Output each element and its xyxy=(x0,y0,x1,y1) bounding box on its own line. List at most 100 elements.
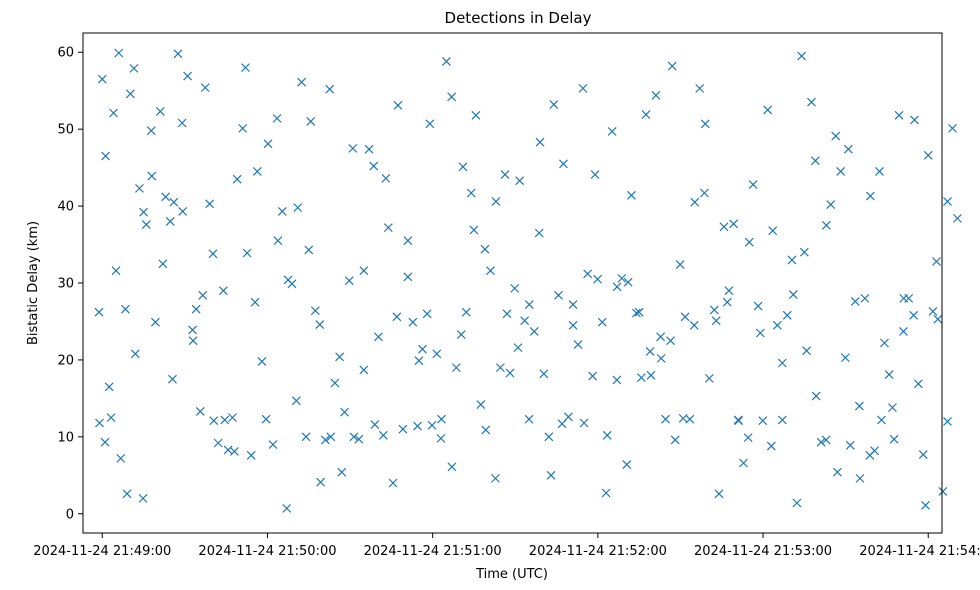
data-point xyxy=(724,286,734,296)
data-point xyxy=(782,310,792,320)
data-point xyxy=(218,286,228,296)
data-point xyxy=(320,435,330,445)
data-point xyxy=(369,161,379,171)
x-tick-label: 2024-11-24 21:50:00 xyxy=(198,544,336,559)
data-point xyxy=(263,139,273,149)
data-point xyxy=(699,188,709,198)
data-point xyxy=(836,167,846,176)
data-point xyxy=(535,137,545,147)
data-point xyxy=(607,127,617,136)
data-point xyxy=(666,336,675,346)
data-point xyxy=(877,415,886,425)
data-point xyxy=(310,306,320,316)
data-point xyxy=(627,190,636,200)
data-point xyxy=(544,432,554,442)
data-point xyxy=(855,473,865,483)
data-point xyxy=(601,488,611,498)
data-point xyxy=(622,460,632,469)
data-point xyxy=(656,332,666,342)
data-point xyxy=(670,435,680,445)
data-point xyxy=(393,100,403,110)
data-point xyxy=(719,222,729,232)
data-point xyxy=(282,503,292,513)
data-point xyxy=(753,301,763,311)
data-point xyxy=(573,340,583,349)
data-point xyxy=(690,197,700,207)
data-point xyxy=(272,113,282,123)
data-point xyxy=(661,414,671,424)
data-point xyxy=(466,188,476,198)
data-point xyxy=(138,493,148,503)
data-point xyxy=(513,343,523,353)
y-tick-label: 60 xyxy=(57,46,74,61)
data-point xyxy=(208,249,218,259)
data-point xyxy=(141,220,151,229)
data-point xyxy=(476,400,486,409)
data-point xyxy=(188,325,198,335)
data-point xyxy=(860,293,870,303)
data-point xyxy=(843,144,853,154)
data-point xyxy=(821,435,831,445)
data-point xyxy=(743,433,753,443)
data-point xyxy=(173,49,183,59)
data-point xyxy=(330,378,340,388)
data-point xyxy=(943,197,952,206)
data-point xyxy=(437,414,446,424)
data-point xyxy=(491,197,501,206)
data-point xyxy=(220,415,230,425)
data-point xyxy=(840,353,850,363)
data-point xyxy=(612,282,622,292)
data-point xyxy=(200,83,210,93)
data-point xyxy=(933,314,943,324)
data-point xyxy=(811,391,821,401)
data-point xyxy=(268,440,278,449)
data-point xyxy=(348,143,358,153)
data-point xyxy=(168,374,177,384)
data-point xyxy=(403,272,413,282)
data-point xyxy=(888,403,897,413)
data-point xyxy=(631,308,641,318)
data-point xyxy=(894,110,904,120)
data-point xyxy=(359,266,369,276)
data-point xyxy=(597,317,607,327)
data-point xyxy=(766,441,776,451)
data-point xyxy=(198,290,208,300)
data-point xyxy=(116,453,126,463)
x-tick-label: 2024-11-24 21:53:00 xyxy=(694,544,832,559)
data-point xyxy=(722,297,732,307)
data-point xyxy=(195,407,205,416)
data-point xyxy=(337,467,347,477)
data-point xyxy=(301,432,311,442)
data-point xyxy=(590,170,600,179)
data-point xyxy=(678,413,688,423)
data-point xyxy=(456,330,466,339)
data-point xyxy=(100,437,110,447)
data-point xyxy=(636,373,646,383)
data-point xyxy=(700,119,710,129)
data-point xyxy=(297,77,307,87)
data-point xyxy=(293,203,303,213)
data-point xyxy=(178,207,188,216)
x-axis: 2024-11-24 21:49:00 2024-11-24 21:50:00 20… xyxy=(33,533,980,559)
data-point xyxy=(788,290,798,299)
data-point xyxy=(241,63,250,73)
data-point xyxy=(125,89,135,99)
data-point xyxy=(418,344,427,354)
data-point xyxy=(909,310,919,320)
data-point xyxy=(340,407,349,417)
data-point xyxy=(188,336,198,346)
data-point xyxy=(471,110,481,120)
data-point xyxy=(948,123,957,133)
data-point xyxy=(422,309,432,319)
data-point xyxy=(792,498,802,508)
data-point xyxy=(335,352,345,362)
data-point xyxy=(486,266,495,276)
data-point xyxy=(831,131,841,141)
plot-frame xyxy=(82,32,943,534)
data-point xyxy=(899,327,908,336)
data-point xyxy=(865,191,875,201)
data-point xyxy=(845,440,855,450)
data-point xyxy=(252,167,262,176)
data-point xyxy=(177,118,187,128)
